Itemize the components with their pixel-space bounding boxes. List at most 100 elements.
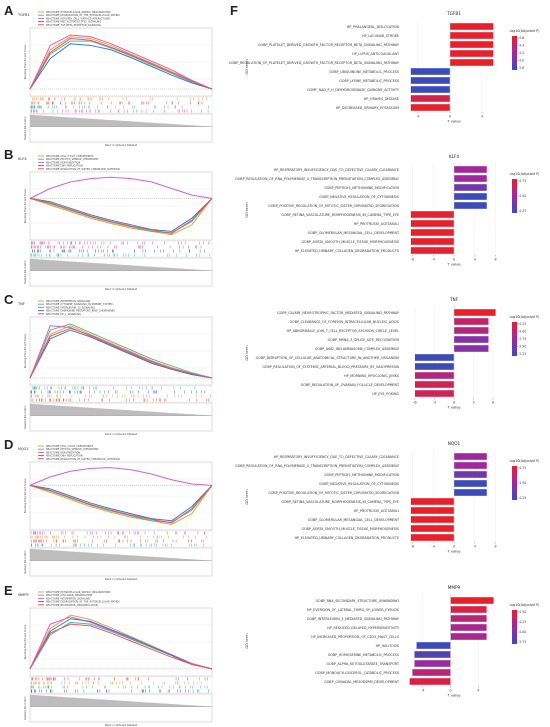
go-bar [454, 336, 489, 343]
go-term-label: HP_EVERSION_OF_LATERAL_THIRD_OF_LOWER_EY… [307, 608, 399, 612]
gsea-legend-label: REACTOME_CELL_CYCLE_CHECKPOINTS [46, 445, 94, 448]
gsea-xlabel: Rank in Ordered Dataset [105, 577, 137, 581]
panel-letter-e: E [4, 583, 13, 598]
go-bar [454, 166, 487, 173]
gsea-legend-label: REACTOME_RESOLUTION_OF_SISTER_CHROMATID_… [46, 458, 120, 461]
go-bar [454, 480, 487, 487]
colorbar-tick-label: 4.0 [519, 59, 524, 63]
go-term-label: GOBP_POSITIVE_REGULATION_OF_MITOTIC_SIST… [268, 204, 399, 208]
go-term-label: GOBP_CILIARY_NEUROTROPHIC_FACTOR_MEDIATE… [277, 311, 400, 315]
colorbar-tick-label: 4.6 [519, 36, 524, 40]
go-bar-title: KLF4 [449, 154, 459, 159]
gsea-series-line [29, 197, 213, 236]
colorbar-tick-label: 4.25 [519, 620, 526, 624]
go-bar [410, 86, 450, 93]
go-bar [454, 345, 489, 352]
go-bar-xtick-label: 4 [477, 689, 479, 693]
go-term-label: GOBP_NEGATIVE_REGULATION_OF_CYTOKINESIS [319, 195, 399, 199]
go-bar [454, 193, 487, 200]
gsea-series-line [29, 37, 213, 90]
go-term-label: HP_LACUNAR_STROKE [362, 34, 399, 38]
colorbar-tick-label: 4.50 [519, 481, 526, 485]
go-bar [454, 462, 487, 469]
gsea-xlabel: Rank in Ordered Dataset [105, 432, 137, 436]
go-term-label: GOBP_LYSINE_METABOLIC_PROCESS [339, 79, 399, 83]
colorbar [512, 179, 517, 213]
go-term-label: GOBP_REGULATION_OF_RNA_POLYMERASE_II_TRA… [235, 464, 400, 468]
gsea-hits-frame [29, 240, 213, 258]
gsea-legend-label: REACTOME_INTERFERON_SIGNALING [46, 300, 90, 303]
go-bar-xtick-label: 6 [492, 401, 494, 405]
gsea-ylabel-top: Running Enrichment Score [23, 44, 27, 79]
gsea-ylabel-top: Running Enrichment Score [23, 478, 27, 513]
go-bar [415, 354, 454, 361]
go-bar [454, 184, 487, 191]
gsea-xlabel: Rank in Ordered Dataset [105, 143, 137, 147]
go-term-label: GOBP_REGULATION_OF_SYSTEMIC_ARTERIAL_BLO… [262, 365, 399, 369]
gsea-metric-area [30, 694, 212, 721]
go-bar [414, 651, 451, 658]
gsea-ylabel-bottom: Ranked list metric [23, 696, 27, 720]
gsea-series-line [29, 329, 213, 379]
gsea-legend-label: REACTOME_KERATINIZATION [46, 161, 80, 164]
panel-letter-a: A [4, 3, 14, 18]
colorbar-tick-label: 4.00 [519, 630, 526, 634]
go-bar [410, 534, 454, 541]
go-term-label: GOBP_RETINA_VASCULATURE_MORPHOGENESIS_IN… [281, 500, 399, 504]
go-term-label: HP_PHALANGEAL_DISLOCATION [347, 25, 400, 29]
gsea-title: TGFB1 [17, 13, 30, 17]
go-bar [450, 597, 494, 604]
gsea-legend-label: REACTOME_RESOLUTION_OF_SISTER_CHROMATID_… [46, 168, 120, 171]
go-bar-xtick-label: -4 [416, 115, 419, 119]
colorbar-tick-label: 3.25 [519, 352, 526, 356]
colorbar-tick-label: 3.75 [519, 337, 526, 341]
go-term-label: GOBP_DISRUPTION_OF_CELLULAR_ANATOMICAL_S… [256, 356, 399, 360]
gsea-metric-area [30, 548, 212, 575]
go-term-label: GOBP_AORTA_SMOOTH_MUSCLE_TISSUE_MORPHOGE… [302, 240, 400, 244]
go-bar-xlabel: T value [446, 406, 461, 410]
go-term-label: HP_DECREASED_URINARY_POTASSIUM [336, 106, 399, 110]
go-bar-title: NQO1 [448, 441, 461, 446]
go-bar-xtick-label: -8 [411, 545, 414, 549]
go-bar-ylabel: GO term [245, 59, 249, 75]
gsea-panel-b: KLF4REACTOME_CELL_CYCLE_CHECKPOINTSREACT… [18, 155, 213, 291]
gsea-legend-label: REACTOME_EXTRACELLULAR_MATRIX_ORGANIZATI… [46, 11, 110, 14]
go-term-label: HP_ELEVATED_URINARY_COLLAGEN_DEGRADATION… [295, 536, 399, 540]
colorbar-tick-label: 4.25 [519, 209, 526, 213]
go-bar-xtick-label: -3 [433, 401, 436, 405]
gsea-legend-label: REACTOME_CHEMOKINE_RECEPTORS_BIND_CHEMOK… [46, 310, 115, 313]
gsea-legend-label: REACTOME_MITOTIC_SPINDLE_CHECKPOINT [46, 448, 99, 451]
go-bar [410, 247, 454, 254]
colorbar-tick-label: 4.00 [519, 330, 526, 334]
gsea-legend-label: REACTOME_MITOTIC_SPINDLE_CHECKPOINT [46, 158, 99, 161]
colorbar-title: -log10(Adjusted P) [509, 459, 539, 463]
colorbar-tick-label: 3.50 [519, 345, 526, 349]
go-bar [410, 77, 450, 84]
go-term-label: HP_PROTRUSIO_ACETABULI [354, 509, 399, 513]
go-bar-xtick-label: 8 [495, 545, 497, 549]
gsea-ylabel-bottom: Ranked list metric [23, 550, 27, 574]
gsea-ylabel-bottom: Ranked list metric [23, 260, 27, 284]
go-term-label: GOBP_RNA_SECONDARY_STRUCTURE_UNWINDING [316, 599, 400, 603]
gsea-metric-frame [29, 693, 213, 723]
go-term-label: HP_ELEVATED_URINARY_COLLAGEN_DEGRADATION… [295, 249, 399, 253]
go-bar-xtick-label: 4 [474, 545, 476, 549]
go-term-label: GOBP_HOMOSERINE_METABOLIC_PROCESS [328, 653, 399, 657]
gsea-series-line [29, 484, 213, 522]
gsea-legend-label: REACTOME_CYTOKINE_SIGNALING_IN_IMMUNE_SY… [46, 303, 112, 306]
go-term-label: HP_REDUCED_DELAYED_HYPERSENSITIVITY [327, 626, 400, 630]
go-bar-xtick-label: 0 [453, 545, 455, 549]
colorbar-title: -log10(Adjusted P) [509, 29, 539, 33]
go-term-label: HP_PROTRUSIO_ACETABULI [354, 222, 399, 226]
gsea-title: MMP9 [18, 593, 29, 597]
go-bar [415, 381, 454, 388]
panel-letter-b: B [4, 147, 14, 162]
go-term-label: GOBP_RETINA_VASCULATURE_MORPHOGENESIS_IN… [281, 213, 399, 217]
gsea-legend-label: REACTOME_INTERFERON_SIGNALING [46, 597, 90, 600]
colorbar-tick-label: 4.50 [519, 610, 526, 614]
go-bar-title: TNF [449, 297, 459, 302]
gsea-legend-label: REACTOME_DNA_REPLICATION [46, 165, 83, 168]
go-bar-xtick-label: 0 [453, 401, 455, 405]
go-term-label: GOBP_ALPHA_KETOGLUTARATE_TRANSPORT [326, 662, 400, 666]
colorbar-tick-label: 4.4 [519, 44, 524, 48]
